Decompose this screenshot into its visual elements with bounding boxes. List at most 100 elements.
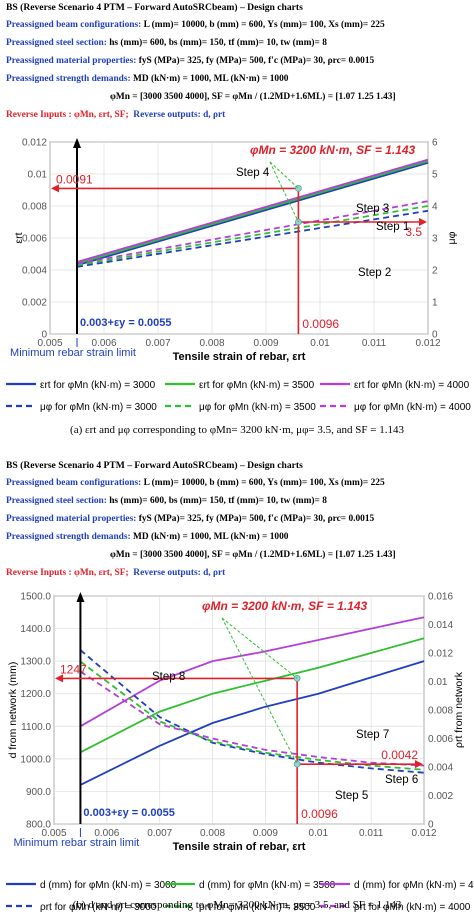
- chart-b-y2-axis-label: ρrt from network: [453, 671, 465, 748]
- chart-a-step1: Step 1: [376, 221, 409, 233]
- chart-b-x-axis-label: Tensile strain of rebar, εrt: [173, 841, 306, 853]
- legend-b: d (mm) for φMn (kN·m) = 3000 d (mm) for φ…: [6, 880, 474, 913]
- caption-a: (a) εrt and μφ corresponding to φMn= 320…: [70, 424, 404, 436]
- chart-a-y2-tick-label: 5: [432, 170, 438, 181]
- chart-a-x-axis-label: Tensile strain of rebar, εrt: [173, 351, 306, 363]
- chart-b-y-tick-label: 1300.0: [20, 657, 51, 668]
- chart-b-min-limit-label: Minimum rebar strain limit: [13, 837, 139, 849]
- chart-a-x-tick-label: 0.008: [199, 338, 224, 349]
- chart-a-y-tick-label: 0.01: [28, 170, 48, 181]
- chart-b-x-tick-label: 0.01: [309, 828, 329, 839]
- chart-a-left-arrowhead: [51, 184, 59, 193]
- chart-b-series-line-6: [79, 670, 425, 767]
- chart-a-y-tick-label: 0.012: [22, 138, 47, 149]
- chart-b-value-left: 1247: [60, 662, 87, 676]
- chart-a-line4: Preassigned strength demands: MD (kN·m) …: [6, 74, 289, 84]
- chart-a-limit-arrowhead: [73, 138, 81, 148]
- chart-a-value-left: 0.0091: [56, 172, 93, 186]
- chart-a-x-tick-label: 0.007: [145, 338, 170, 349]
- chart-b-leader-1: [221, 617, 298, 679]
- chart-b-series-line-1: [80, 660, 425, 786]
- chart-a-legend-label-3: εrt for φMn (kN·m) = 4000: [354, 380, 470, 391]
- chart-b-line2: Preassigned steel section: hs (mm)= 600,…: [6, 496, 327, 506]
- chart-b-legend-label-5: ρrt for φMn (kN·m) = 3500: [199, 902, 316, 913]
- chart-a-line3: Preassigned material properties: fyS (MP…: [6, 56, 375, 66]
- chart-a-step3: Step 3: [356, 203, 389, 215]
- chart-a-line2: Preassigned steel section: hs (mm)= 600,…: [6, 38, 327, 48]
- chart-b-y2-tick-label: 0.012: [428, 649, 453, 660]
- chart-b: 0.005 0.006 0.007 0.008 0.009 0.01 0.011 0.012 8…: [7, 592, 465, 854]
- chart-b-reverse: Reverse Inputs : φMn, εrt, SF; Reverse o…: [6, 568, 226, 578]
- chart-a-title: BS (Reverse Scenario 4 PTM – Forward Aut…: [6, 2, 303, 13]
- chart-a-x-tick-label: 0.006: [91, 338, 116, 349]
- caption-b: (b) d and ρrt corresponding to φMn= 3200…: [72, 899, 402, 911]
- chart-a-x-tick-label: 0.012: [415, 338, 440, 349]
- chart-a-y2-tick-label: 3: [432, 234, 438, 245]
- chart-b-x-tick-label: 0.007: [147, 828, 172, 839]
- chart-a-line1: Preassigned beam configurations: L (mm)=…: [6, 20, 385, 30]
- chart-a-y2-axis-label: μφ: [446, 231, 458, 244]
- chart-a-y-tick-label: 0.006: [22, 234, 47, 245]
- chart-b-step7: Step 7: [356, 729, 389, 741]
- chart-a-step4: Step 4: [236, 167, 270, 179]
- chart-a-y2-tick-label: 4: [432, 202, 438, 213]
- chart-a-y-tick-label: 0.004: [22, 266, 47, 277]
- chart-a-legend-label-1: εrt for φMn (kN·m) = 3000: [40, 380, 156, 391]
- chart-a-y-axis-label: εrt: [13, 232, 25, 243]
- chart-a-limit-label: 0.003+εy = 0.0055: [80, 317, 171, 329]
- chart-b-line5: φMn = [3000 3500 4000], SF = φMn / (1.2M…: [110, 550, 396, 560]
- chart-a-value-bottom: 0.0096: [302, 317, 339, 331]
- chart-a-series-line-4: [76, 209, 429, 268]
- chart-b-limit-arrowhead: [76, 592, 85, 602]
- chart-a-legend-label-4: μφ for φMn (kN·m) = 3000: [40, 402, 157, 413]
- chart-b-legend-label-2: d (mm) for φMn (kN·m) = 3500: [199, 880, 336, 891]
- chart-a-series-line-1: [76, 161, 429, 267]
- chart-b-value-bottom: 0.0096: [301, 807, 338, 821]
- chart-a-y2-tick-label: 1: [432, 298, 438, 309]
- chart-b-y-axis-label: d from network (mm): [7, 662, 19, 759]
- chart-a-leader-2: [269, 161, 299, 223]
- chart-b-right-arrowhead: [415, 760, 423, 769]
- chart-a-legend-label-5: μφ for φMn (kN·m) = 3500: [199, 402, 316, 413]
- chart-a-line5: φMn = [3000 3500 4000], SF = φMn / (1.2M…: [110, 92, 396, 102]
- chart-b-line1: Preassigned beam configurations: L (mm)=…: [6, 478, 385, 488]
- chart-b-series-line-4: [79, 649, 425, 774]
- chart-b-y2-tick-label: 0.014: [428, 620, 453, 631]
- chart-b-step5: Step 5: [335, 790, 368, 802]
- chart-a-legend-label-2: εrt for φMn (kN·m) = 3500: [199, 380, 315, 391]
- chart-b-y2-tick-label: 0: [428, 820, 434, 831]
- chart-a-right-arrowhead: [419, 218, 427, 226]
- chart-b-legend-label-3: d (mm) for φMn (kN·m) = 4000: [354, 880, 474, 891]
- chart-b-legend-label-6: ρrt for φMn (kN·m) = 4000: [354, 902, 471, 913]
- chart-b-legend-label-4: ρrt for φMn (kN·m) = 3000: [40, 902, 157, 913]
- chart-b-step6: Step 6: [385, 774, 418, 786]
- chart-a-series-line-3: [76, 158, 429, 263]
- chart-b-y-tick-label: 1000.0: [20, 754, 51, 765]
- chart-a-series-line-2: [76, 160, 429, 265]
- chart-b-x-tick-label: 0.011: [359, 828, 384, 839]
- chart-b-y2-tick-label: 0.016: [428, 592, 453, 603]
- chart-b-leader-2: [221, 617, 298, 765]
- chart-a-y-tick-label: 0.002: [22, 298, 47, 309]
- chart-b-y-tick-label: 1200.0: [20, 689, 51, 700]
- chart-a-x-tick-label: 0.009: [253, 338, 278, 349]
- chart-a-legend-label-6: μφ for φMn (kN·m) = 4000: [354, 402, 471, 413]
- chart-a-y2-tick-label: 6: [432, 138, 438, 149]
- chart-a-leader-1: [269, 161, 299, 189]
- chart-b-target-point-right: [293, 760, 301, 768]
- chart-a-annotation-box: φMn = 3200 kN·m, SF = 1.143: [250, 143, 416, 157]
- chart-a-y-tick-label: 0.008: [22, 202, 47, 213]
- chart-b-x-tick-label: 0.012: [411, 828, 436, 839]
- chart-b-y-tick-label: 800.0: [26, 820, 51, 831]
- chart-b-line3: Preassigned material properties: fyS (MP…: [6, 514, 375, 524]
- chart-b-legend-label-1: d (mm) for φMn (kN·m) = 3000: [40, 880, 177, 891]
- chart-a-y2-tick-label: 0: [432, 330, 438, 341]
- chart-b-y-tick-label: 900.0: [26, 787, 51, 798]
- chart-a-y-tick-label: 0: [41, 330, 47, 341]
- chart-b-y-tick-label: 1100.0: [21, 722, 51, 733]
- chart-b-x-tick-label: 0.005: [41, 828, 66, 839]
- chart-b-y2-tick-label: 0.004: [428, 763, 453, 774]
- chart-b-annotation-box: φMn = 3200 kN·m, SF = 1.143: [202, 599, 368, 613]
- chart-b-y2-tick-label: 0.002: [428, 791, 453, 802]
- chart-b-value-right: 0.0042: [381, 748, 418, 762]
